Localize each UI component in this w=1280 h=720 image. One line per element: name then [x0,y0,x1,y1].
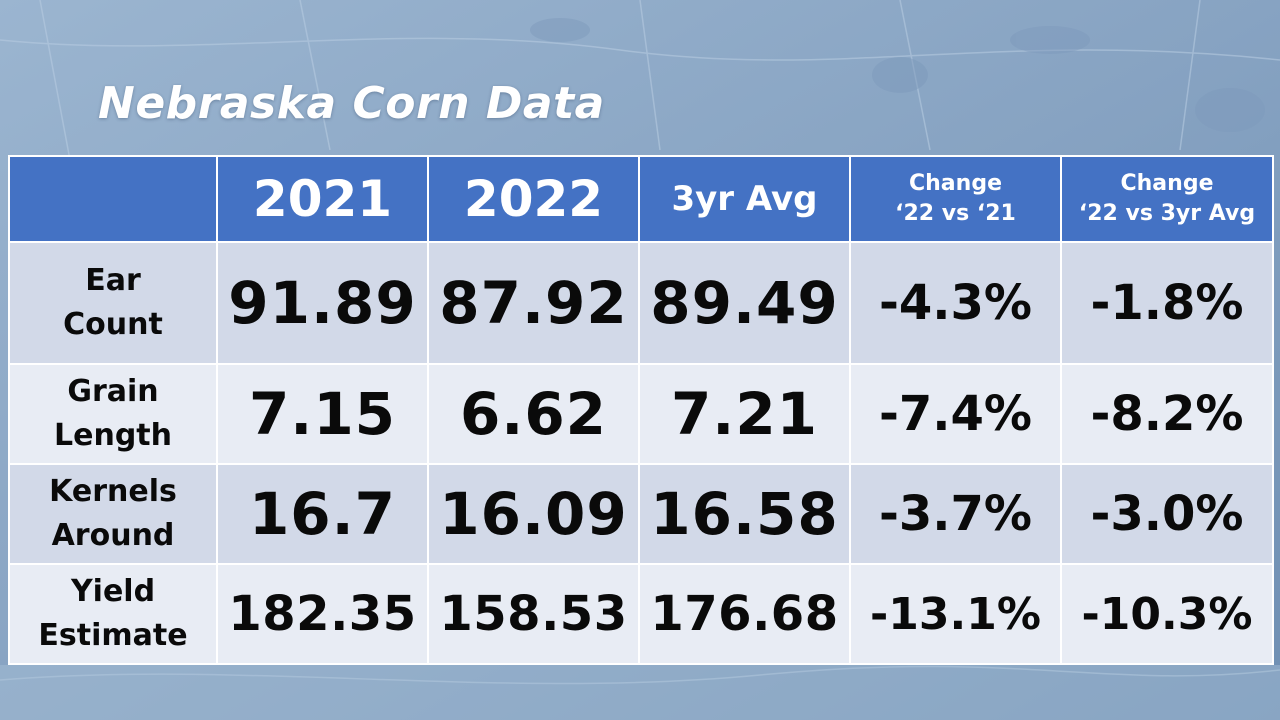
row-label-grain-length: Grain Length [8,363,218,465]
header-change-22-vs-21: Change ‘22 vs ‘21 [849,155,1062,243]
row-label-kernels-around: Kernels Around [8,463,218,565]
row-label-line2: Estimate [38,618,188,653]
cell-ear-count-2021: 91.89 [216,241,429,365]
header-change-22-vs-3yr-avg-line1: Change [1120,171,1214,196]
header-change-22-vs-21-line2: ‘22 vs ‘21 [895,201,1016,226]
header-change-22-vs-3yr-avg-line2: ‘22 vs 3yr Avg [1078,201,1256,226]
cell-ear-count-2022: 87.92 [427,241,640,365]
page-title: Nebraska Corn Data [98,78,605,129]
cell-kernels-around-change-22-vs-3yr: -3.0% [1060,463,1274,565]
header-row: 2021 2022 3yr Avg Change ‘22 vs ‘21 Chan… [8,155,1274,243]
cell-ear-count-change-22-vs-21: -4.3% [849,241,1062,365]
cell-yield-estimate-change-22-vs-21: -13.1% [849,563,1062,665]
row-label-line1: Grain [67,374,159,409]
header-change-22-vs-3yr-avg: Change ‘22 vs 3yr Avg [1060,155,1274,243]
cell-yield-estimate-change-22-vs-3yr: -10.3% [1060,563,1274,665]
cell-yield-estimate-2022: 158.53 [427,563,640,665]
header-corner-cell [8,155,218,243]
cell-grain-length-2021: 7.15 [216,363,429,465]
row-label-line2: Around [51,518,175,553]
cell-ear-count-change-22-vs-3yr: -1.8% [1060,241,1274,365]
table-row-grain-length: Grain Length 7.15 6.62 7.21 -7.4% -8.2% [8,363,1274,465]
row-label-line1: Kernels [49,474,177,509]
row-label-yield-estimate: Yield Estimate [8,563,218,665]
header-3yr-avg: 3yr Avg [638,155,851,243]
row-label-ear-count: Ear Count [8,241,218,365]
cell-kernels-around-2021: 16.7 [216,463,429,565]
cell-grain-length-2022: 6.62 [427,363,640,465]
table-row-ear-count: Ear Count 91.89 87.92 89.49 -4.3% -1.8% [8,241,1274,365]
row-label-line2: Length [54,418,172,453]
cell-kernels-around-3yr-avg: 16.58 [638,463,851,565]
cell-grain-length-change-22-vs-3yr: -8.2% [1060,363,1274,465]
table-row-yield-estimate: Yield Estimate 182.35 158.53 176.68 -13.… [8,563,1274,665]
cell-ear-count-3yr-avg: 89.49 [638,241,851,365]
row-label-line2: Count [63,307,163,342]
header-2022: 2022 [427,155,640,243]
cell-kernels-around-2022: 16.09 [427,463,640,565]
cell-yield-estimate-3yr-avg: 176.68 [638,563,851,665]
row-label-line1: Yield [70,574,156,609]
header-2021: 2021 [216,155,429,243]
cell-grain-length-change-22-vs-21: -7.4% [849,363,1062,465]
cell-yield-estimate-2021: 182.35 [216,563,429,665]
row-label-line1: Ear [85,263,141,298]
cell-grain-length-3yr-avg: 7.21 [638,363,851,465]
header-change-22-vs-21-line1: Change [909,171,1002,196]
corn-data-table: 2021 2022 3yr Avg Change ‘22 vs ‘21 Chan… [8,155,1274,665]
table-row-kernels-around: Kernels Around 16.7 16.09 16.58 -3.7% -3… [8,463,1274,565]
cell-kernels-around-change-22-vs-21: -3.7% [849,463,1062,565]
